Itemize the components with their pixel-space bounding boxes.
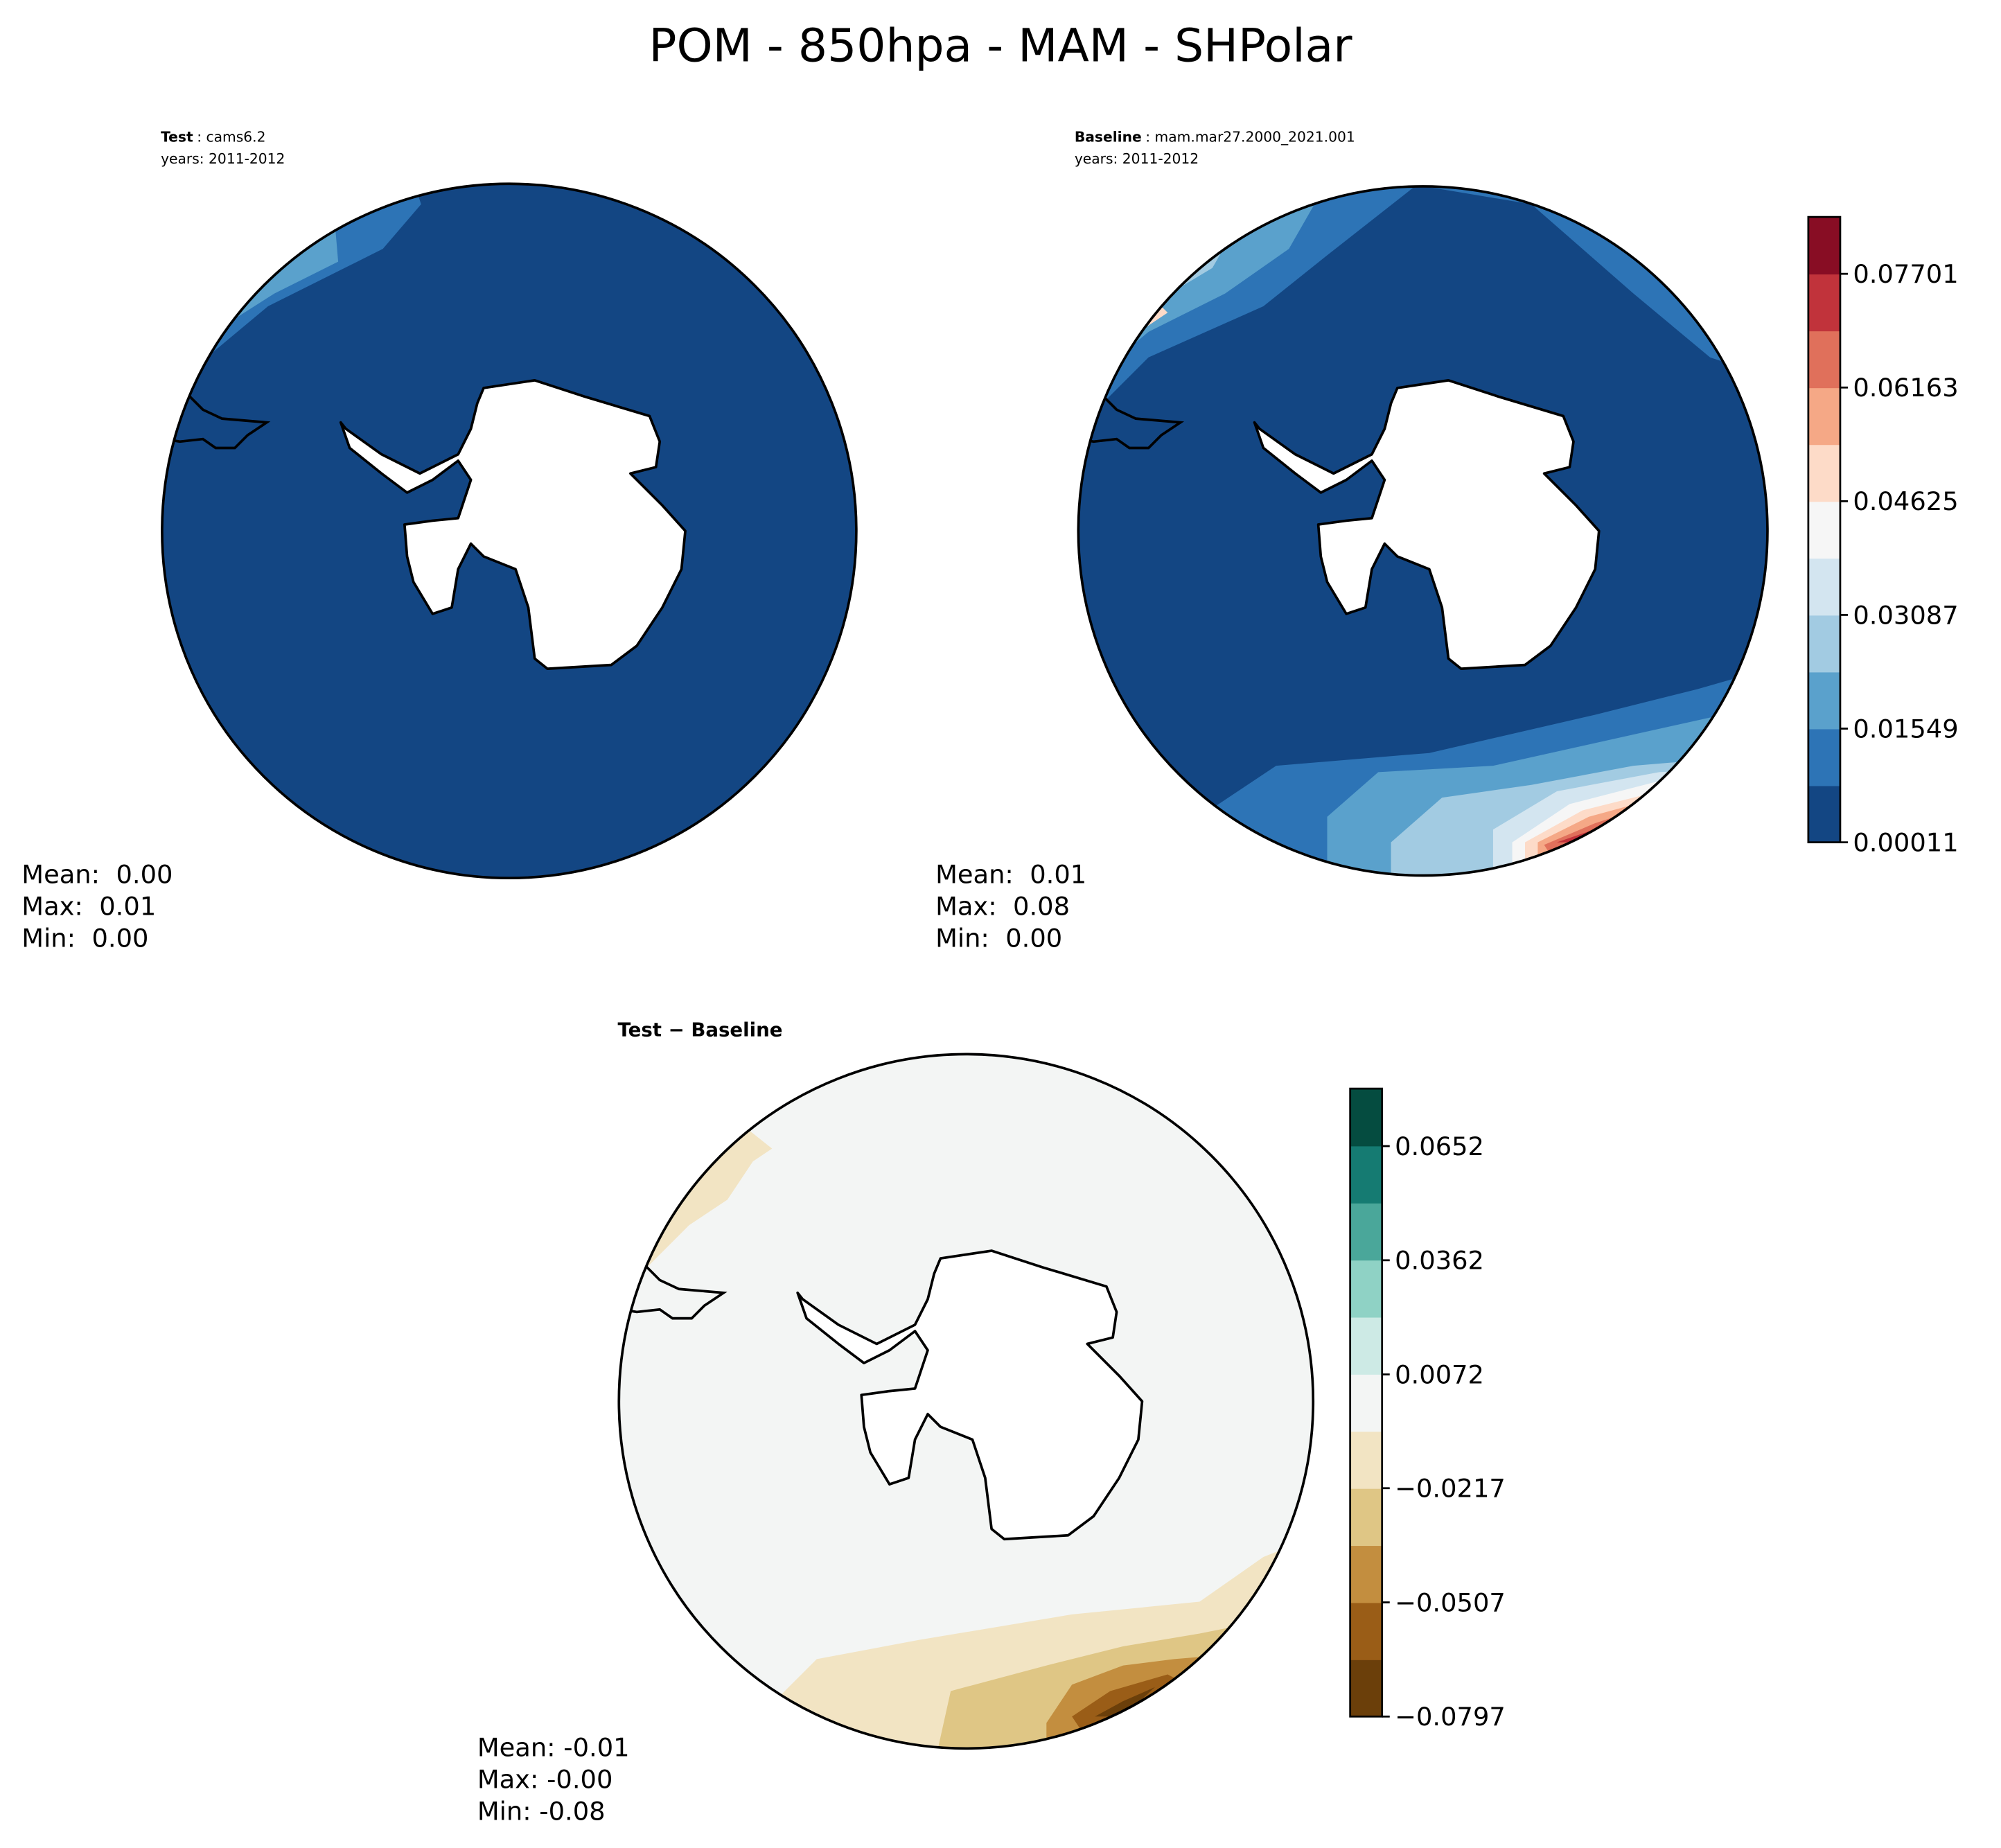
colorbar-tick-label: 0.07701	[1853, 259, 1958, 289]
colorbar-band	[1808, 274, 1840, 332]
panel-stat: Mean: 0.01	[935, 860, 1086, 890]
colorbar-tick-label: 0.00011	[1853, 828, 1958, 858]
colorbar-band	[1808, 671, 1840, 730]
panel-name: : mam.mar27.2000_2021.001	[1145, 128, 1355, 145]
colorbar-band	[1808, 444, 1840, 502]
panel-stat: Mean: -0.01	[477, 1732, 630, 1762]
figure-title: POM - 850hpa - MAM - SHPolar	[649, 18, 1352, 72]
colorbar-band	[1350, 1089, 1382, 1147]
colorbar-band	[1808, 558, 1840, 616]
colorbar-frame	[1349, 1087, 1384, 1718]
panel-label: Test − Baseline	[617, 1019, 782, 1041]
panel-stat: Mean: 0.00	[21, 860, 173, 890]
colorbar-tick-label: 0.0362	[1395, 1246, 1484, 1276]
map-frame	[161, 182, 858, 880]
panel-title: Test − Baseline	[617, 1019, 782, 1041]
map-baseline	[1078, 186, 1768, 876]
colorbar-tick-label: 0.04625	[1853, 486, 1958, 516]
colorbar-band	[1350, 1602, 1382, 1660]
panel-years: years: 2011-2012	[161, 150, 285, 167]
colorbar-band	[1350, 1431, 1382, 1489]
panel-stat: Min: 0.00	[21, 924, 148, 953]
colorbar-tick-label: 0.01549	[1853, 714, 1958, 743]
panel-title: Test: cams6.2	[161, 128, 265, 145]
colorbar-band	[1350, 1317, 1382, 1375]
map-frame	[1077, 185, 1769, 877]
panel-stat: Max: -0.00	[477, 1764, 613, 1794]
colorbar-band	[1350, 1488, 1382, 1547]
colorbar-band	[1350, 1145, 1382, 1204]
panel-label: Test	[161, 128, 193, 145]
colorbar-tick-label: 0.0652	[1395, 1132, 1484, 1161]
panel-stat: Min: 0.00	[935, 924, 1062, 953]
colorbar-band	[1808, 728, 1840, 786]
panel-stat: Max: 0.01	[21, 892, 156, 922]
panel-label: Baseline	[1075, 128, 1142, 145]
colorbar-tick-label: 0.06163	[1853, 373, 1958, 403]
colorbar-band	[1808, 217, 1840, 275]
panel-stat: Max: 0.08	[935, 892, 1070, 922]
panel-stat: Min: -0.08	[477, 1796, 606, 1826]
colorbar-tick-label: 0.03087	[1853, 600, 1958, 630]
colorbar-band	[1350, 1545, 1382, 1603]
panel-years: years: 2011-2012	[1075, 150, 1199, 167]
colorbar-tick-label: −0.0217	[1395, 1474, 1506, 1504]
colorbar-band	[1350, 1260, 1382, 1318]
colorbar-band	[1808, 331, 1840, 389]
colorbar-tick-label: 0.0072	[1395, 1359, 1484, 1389]
colorbar-band	[1808, 615, 1840, 673]
colorbar-band	[1350, 1373, 1382, 1432]
colorbar-band	[1808, 785, 1840, 843]
colorbar-tick-label: −0.0797	[1395, 1702, 1506, 1732]
panel-name: : cams6.2	[197, 128, 265, 145]
colorbar-band	[1350, 1202, 1382, 1261]
colorbar-band	[1808, 387, 1840, 446]
map-frame	[617, 1053, 1315, 1750]
colorbar-frame	[1807, 215, 1842, 844]
colorbar-tick-label: −0.0507	[1395, 1587, 1506, 1617]
colorbar-band	[1350, 1659, 1382, 1718]
colorbar-band	[1808, 501, 1840, 559]
panel-title: Baseline: mam.mar27.2000_2021.001	[1075, 128, 1355, 145]
